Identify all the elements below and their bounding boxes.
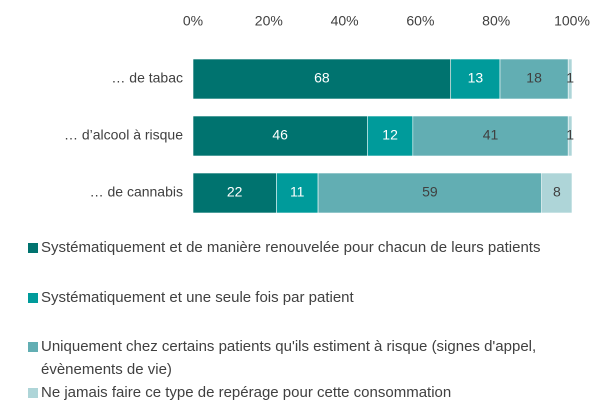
value-label: 11: [290, 184, 305, 200]
bar-segment: [192, 58, 452, 100]
value-label: 22: [227, 184, 243, 200]
x-tick-label: 20%: [255, 13, 283, 29]
x-tick-label: 80%: [482, 13, 510, 29]
chart: 0% 20% 40% 60% 80% 100%… de tabac 68 13 18 1… d’a…: [64, 13, 590, 214]
category-label: … d’alcool à risque: [64, 127, 183, 143]
legend-swatch: [28, 293, 38, 303]
value-label: 8: [553, 184, 561, 200]
bar-segment: [192, 115, 368, 157]
legend-label: Uniquement chez certains patients qu'ils…: [41, 338, 537, 378]
value-label: 46: [272, 127, 288, 143]
legend-item: Systématiquement et une seule fois par p…: [28, 286, 608, 309]
value-label: 12: [382, 127, 398, 143]
bar-segment: [567, 58, 573, 100]
value-label: 59: [422, 184, 438, 200]
x-tick-label: 0%: [183, 13, 203, 29]
bar-segment: [567, 115, 573, 157]
bar-segment: [450, 58, 501, 100]
category-label: … de cannabis: [90, 184, 183, 200]
legend-label: Ne jamais faire ce type de repérage pour…: [41, 384, 452, 401]
bar-segment: [317, 172, 542, 214]
value-label: 1: [566, 70, 574, 86]
value-label: 13: [468, 70, 484, 86]
legend-swatch: [28, 342, 38, 352]
x-tick-label: 40%: [331, 13, 359, 29]
value-label: 18: [526, 70, 542, 86]
legend-item: Uniquement chez certains patients qu'ils…: [28, 335, 608, 381]
bar-segment: [499, 58, 569, 100]
legend-item: Ne jamais faire ce type de repérage pour…: [28, 381, 608, 404]
legend-swatch: [28, 388, 38, 398]
bar-segment: [412, 115, 569, 157]
bar-segment: [276, 172, 319, 214]
value-label: 1: [566, 127, 574, 143]
bar-segment: [541, 172, 573, 214]
value-label: 68: [314, 70, 330, 86]
legend-label: Systématiquement et de manière renouvelé…: [41, 239, 541, 256]
bar-segment: [367, 115, 414, 157]
x-tick-label: 60%: [406, 13, 434, 29]
legend-label: Systématiquement et une seule fois par p…: [41, 289, 354, 306]
legend-swatch: [28, 243, 38, 253]
x-tick-label: 100%: [554, 13, 590, 29]
value-label: 41: [483, 127, 499, 143]
category-label: … de tabac: [111, 70, 183, 86]
legend-item: Systématiquement et de manière renouvelé…: [28, 236, 608, 259]
bar-segment: [192, 172, 277, 214]
